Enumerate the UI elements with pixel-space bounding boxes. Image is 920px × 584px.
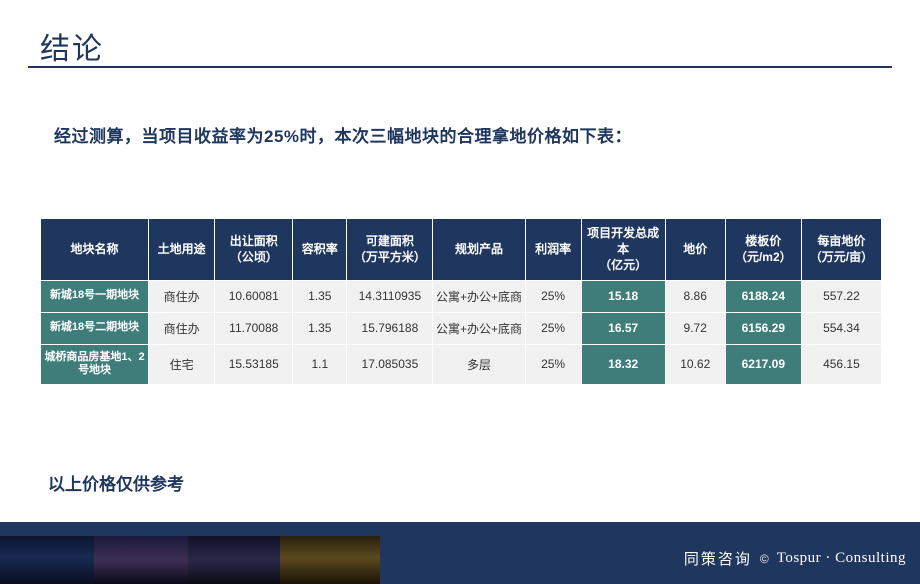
cell-mu: 456.15 <box>801 344 881 385</box>
pricing-table: 地块名称 土地用途 出让面积（公顷） 容积率 可建面积（万平方米） 规划产品 利… <box>40 218 882 385</box>
cell-far: 1.35 <box>293 312 347 344</box>
col-header-floor: 楼板价（元/m2） <box>725 219 801 281</box>
footer-thumb <box>280 536 380 584</box>
cell-cost: 18.32 <box>581 344 665 385</box>
footer-thumb <box>188 536 280 584</box>
cell-floor: 6217.09 <box>725 344 801 385</box>
cell-build: 14.3110935 <box>347 280 433 312</box>
cell-name: 新城18号一期地块 <box>41 280 149 312</box>
cell-cost: 15.18 <box>581 280 665 312</box>
footer-thumbnails <box>0 536 380 584</box>
cell-floor: 6156.29 <box>725 312 801 344</box>
col-header-price: 地价 <box>665 219 725 281</box>
table-header-row: 地块名称 土地用途 出让面积（公顷） 容积率 可建面积（万平方米） 规划产品 利… <box>41 219 882 281</box>
col-header-prod: 规划产品 <box>433 219 525 281</box>
cell-mu: 557.22 <box>801 280 881 312</box>
cell-far: 1.35 <box>293 280 347 312</box>
cell-profit: 25% <box>525 344 581 385</box>
col-header-profit: 利润率 <box>525 219 581 281</box>
cell-floor: 6188.24 <box>725 280 801 312</box>
cell-name: 城桥商品房基地1、2号地块 <box>41 344 149 385</box>
cell-profit: 25% <box>525 312 581 344</box>
brand-cn: 同策咨询 <box>684 548 752 569</box>
cell-mu: 554.34 <box>801 312 881 344</box>
footer: 同策咨询 © Tospur · Consulting <box>0 522 920 584</box>
cell-prod: 多层 <box>433 344 525 385</box>
table-row: 新城18号二期地块商住办11.700881.3515.796188公寓+办公+底… <box>41 312 882 344</box>
cell-prod: 公寓+办公+底商 <box>433 280 525 312</box>
cell-far: 1.1 <box>293 344 347 385</box>
cell-price: 9.72 <box>665 312 725 344</box>
col-header-use: 土地用途 <box>149 219 215 281</box>
cell-cost: 16.57 <box>581 312 665 344</box>
footer-thumb <box>94 536 188 584</box>
cell-build: 17.085035 <box>347 344 433 385</box>
footnote: 以上价格仅供参考 <box>48 470 184 495</box>
col-header-build: 可建面积（万平方米） <box>347 219 433 281</box>
slide-title: 结论 <box>40 24 104 68</box>
cell-use: 商住办 <box>149 312 215 344</box>
footer-thumb <box>0 536 94 584</box>
col-header-name: 地块名称 <box>41 219 149 281</box>
col-header-area: 出让面积（公顷） <box>215 219 293 281</box>
slide-root: 结论 经过测算，当项目收益率为25%时，本次三幅地块的合理拿地价格如下表： 地块… <box>0 0 920 584</box>
cell-area: 15.53185 <box>215 344 293 385</box>
cell-use: 住宅 <box>149 344 215 385</box>
cell-build: 15.796188 <box>347 312 433 344</box>
brand-sep: © <box>760 552 769 566</box>
cell-name: 新城18号二期地块 <box>41 312 149 344</box>
col-header-cost: 项目开发总成本（亿元） <box>581 219 665 281</box>
title-underline <box>28 66 892 68</box>
intro-text: 经过测算，当项目收益率为25%时，本次三幅地块的合理拿地价格如下表： <box>54 122 632 147</box>
cell-use: 商住办 <box>149 280 215 312</box>
footer-brand: 同策咨询 © Tospur · Consulting <box>684 548 906 569</box>
col-header-far: 容积率 <box>293 219 347 281</box>
table-row: 城桥商品房基地1、2号地块住宅15.531851.117.085035多层25%… <box>41 344 882 385</box>
footer-bar <box>0 522 920 536</box>
table-row: 新城18号一期地块商住办10.600811.3514.3110935公寓+办公+… <box>41 280 882 312</box>
cell-area: 11.70088 <box>215 312 293 344</box>
cell-profit: 25% <box>525 280 581 312</box>
cell-price: 8.86 <box>665 280 725 312</box>
col-header-mu: 每亩地价（万元/亩） <box>801 219 881 281</box>
cell-area: 10.60081 <box>215 280 293 312</box>
cell-price: 10.62 <box>665 344 725 385</box>
brand-en: Tospur · Consulting <box>777 550 906 567</box>
cell-prod: 公寓+办公+底商 <box>433 312 525 344</box>
